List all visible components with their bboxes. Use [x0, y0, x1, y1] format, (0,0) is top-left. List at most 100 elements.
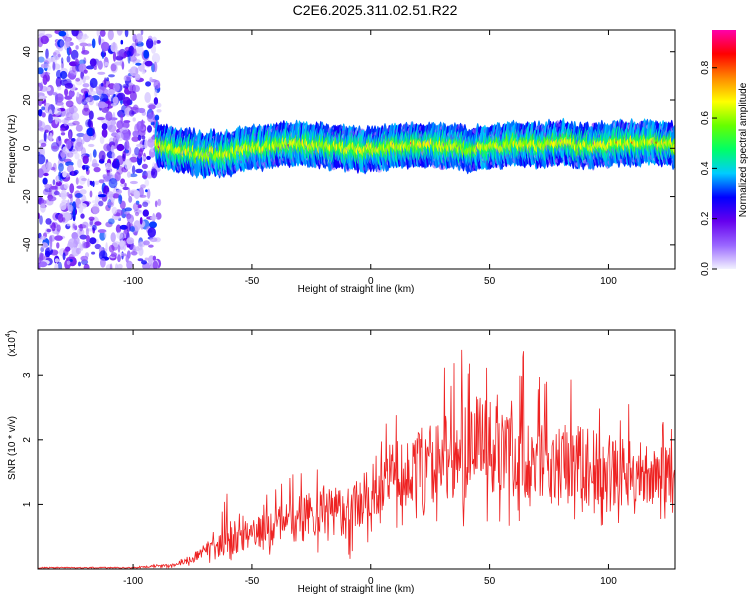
spectrogram-noise-blob: [73, 236, 80, 245]
snr-y-tick-label: 2: [22, 437, 33, 443]
spectrogram-noise-blob: [55, 183, 58, 193]
spectrogram-noise-blob: [132, 130, 139, 137]
spectrogram-noise-blob: [141, 260, 147, 265]
spectrogram-noise-blob: [132, 244, 136, 253]
spectrogram-noise-blob: [64, 82, 74, 89]
spectrogram-noise-blob: [66, 260, 71, 265]
colorbar-tick-label: 0.4: [700, 161, 711, 175]
snr-x-tick-label: -100: [123, 576, 143, 587]
spectrogram-noise-blob: [39, 215, 43, 225]
snr-x-tick-label: 0: [368, 576, 374, 587]
spectrogram-noise-blob: [38, 168, 44, 178]
spectrogram-noise-blob: [138, 107, 146, 114]
spectrogram-noise-blob: [69, 183, 75, 194]
spectrogram-noise-blob: [101, 128, 108, 138]
spectrogram-noise-blob: [69, 47, 72, 55]
spectrogram-noise-blob: [85, 235, 91, 243]
spectrogram-noise-blob: [115, 189, 122, 195]
spectrogram-noise-blob: [120, 208, 127, 219]
snr-y-scale-label: (x104): [5, 330, 18, 357]
spectrogram-noise-blob: [116, 131, 124, 142]
spectrogram-noise-blob: [64, 88, 69, 97]
spectrogram-x-tick-label: -50: [245, 276, 260, 287]
spectrogram-noise-blob: [127, 187, 131, 198]
spectrogram-noise-blob: [99, 30, 106, 37]
spectrogram-noise-blob: [89, 190, 93, 198]
spectrogram-noise-blob: [132, 104, 139, 114]
spectrogram-noise-blob: [100, 258, 106, 268]
spectrogram-noise-blob: [138, 247, 144, 257]
spectrogram-noise-blob: [91, 38, 96, 49]
spectrogram-noise-blob: [117, 254, 121, 263]
spectrogram-noise-blob: [75, 141, 84, 152]
spectrogram-noise-blob: [147, 125, 152, 133]
spectrogram-noise-blob: [98, 35, 102, 46]
spectrogram-noise-blob: [129, 226, 135, 232]
spectrogram-noise-blob: [42, 189, 49, 196]
spectrogram-noise-blob: [45, 48, 49, 60]
spectrogram-noise-blob: [154, 114, 160, 121]
spectrogram-noise-blob: [75, 247, 82, 255]
spectrogram-noise-blob: [132, 85, 140, 93]
spectrogram-noise-blob: [88, 216, 95, 221]
spectrogram-noise-blob: [72, 208, 76, 217]
spectrogram-noise-blob: [129, 66, 139, 77]
spectrogram-noise-blob: [110, 63, 117, 72]
spectrogram-noise-blob: [152, 255, 157, 261]
spectrogram-noise-blob: [101, 45, 107, 53]
spectrogram-noise-blob: [55, 76, 62, 88]
spectrogram-noise-blob: [131, 136, 139, 142]
spectrogram-noise-blob: [147, 227, 156, 238]
spectrogram-noise-blob: [124, 140, 130, 150]
spectrogram-noise-blob: [154, 89, 158, 97]
spectrogram-noise-blob: [44, 187, 51, 193]
spectrogram-x-tick-label: 100: [600, 276, 617, 287]
spectrogram-noise-blob: [151, 110, 154, 115]
spectrogram-noise-blob: [144, 60, 153, 67]
spectrogram-noise-blob: [51, 145, 58, 150]
spectrogram-noise-blob: [52, 52, 57, 56]
spectrogram-noise-blob: [138, 148, 143, 157]
spectrogram-noise-blob: [82, 75, 86, 84]
spectrogram-frame: [37, 29, 676, 270]
spectrogram-noise-blob: [52, 212, 59, 221]
spectrogram-noise-blob: [67, 152, 74, 158]
spectrogram-noise-blob: [129, 173, 138, 178]
spectrogram-noise-blob: [66, 192, 70, 197]
spectrogram-noise-blob: [92, 180, 95, 188]
spectrogram-noise-blob: [110, 144, 115, 153]
spectrogram-noise-blob: [98, 150, 106, 162]
spectrogram-noise-blob: [149, 237, 158, 243]
snr-x-tick-label: 50: [484, 576, 496, 587]
spectrogram-noise-blob: [58, 135, 61, 142]
spectrogram-noise-blob: [53, 190, 60, 196]
spectrogram-noise-blob: [122, 186, 130, 191]
spectrogram-noise-blob: [135, 200, 140, 205]
spectrogram-noise-blob: [52, 179, 56, 186]
spectrogram-noise-blob: [38, 56, 45, 63]
spectrogram-noise-blob: [81, 221, 89, 229]
spectrogram-noise-blob: [42, 177, 48, 185]
spectrogram-noise-blob: [123, 76, 127, 81]
spectrogram-noise-blob: [116, 120, 124, 129]
spectrogram-noise-blob: [75, 124, 83, 132]
spectrogram-noise-blob: [43, 131, 47, 142]
spectrogram-noise-blob: [112, 41, 116, 51]
spectrogram-noise-blob: [152, 260, 158, 269]
spectrogram-noise-blob: [97, 229, 107, 234]
spectrogram-noise-blob: [71, 170, 75, 177]
spectrogram-noise-blob: [110, 232, 116, 243]
spectrogram-noise-blob: [121, 61, 125, 70]
spectrogram-noise-blob: [105, 162, 112, 171]
spectrogram-noise-blob: [79, 234, 88, 240]
spectrogram-noise-blob: [75, 177, 79, 185]
snr-scale-suffix: ): [7, 330, 18, 333]
spectrogram-noise-blob: [45, 161, 53, 171]
spectrogram-noise-blob: [107, 89, 116, 95]
colorbar-ticks: 0.0 0.2 0.4 0.6 0.8: [700, 60, 717, 276]
spectrogram-noise-blob: [131, 165, 136, 175]
spectrogram-noise-blob: [66, 55, 71, 63]
spectrogram-noise-blob: [141, 69, 146, 75]
spectrogram-noise-blob: [94, 243, 102, 250]
